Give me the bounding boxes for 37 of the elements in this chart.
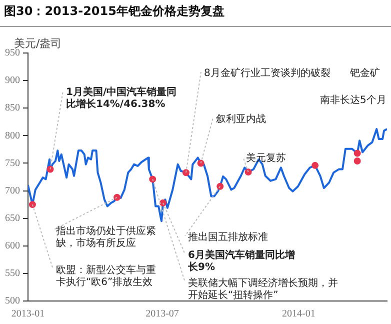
y-tick-label: 500	[5, 296, 20, 307]
annotation: 指出市场仍处于供应紧缺，市场有所反应	[55, 225, 156, 249]
point	[216, 182, 224, 190]
y-tick-label: 850	[5, 102, 20, 114]
annotation: 8月金矿行业工资谈判的破裂	[204, 67, 330, 79]
point	[149, 176, 156, 183]
x-tick-label: 2013-01	[11, 308, 45, 320]
point	[354, 158, 361, 165]
x-tick-label: 2014-01	[282, 308, 316, 320]
annotation: 美元复苏	[246, 152, 286, 164]
x-tick-label: 2013-07	[146, 308, 179, 320]
y-tick-label: 750	[5, 158, 20, 169]
point	[244, 168, 252, 176]
y-tick-label: 900	[5, 75, 20, 86]
annotation: 美联储大幅下调经济增长预期，并开始延长“扭转操作”	[188, 277, 338, 301]
point	[114, 194, 121, 201]
y-tick-label: 650	[5, 212, 20, 224]
point	[197, 160, 204, 167]
point	[312, 162, 319, 169]
y-tick-label: 950	[5, 48, 20, 59]
y-tick-label: 800	[5, 130, 20, 142]
y-axis-title: 美元/盎司	[14, 37, 62, 50]
y-tick-label: 700	[5, 185, 20, 196]
chart-title: 图30：2013-2015年钯金价格走势复盘	[0, 0, 391, 27]
point	[354, 150, 361, 157]
point	[28, 201, 36, 208]
annotation: 6月美国汽车销量同比增长9%	[187, 249, 295, 273]
y-tick-label: 550	[5, 268, 20, 280]
annotation: 1月美国/中国汽车销量同比增长14%/46.38%	[66, 86, 177, 110]
annotation: 钯金矿	[349, 67, 380, 79]
annotation: 叙利亚内战	[216, 113, 266, 125]
annotation: 南非长达5个月	[320, 94, 386, 106]
annotation: 推出国五排放标准	[188, 231, 268, 243]
point	[46, 166, 54, 173]
point	[182, 169, 190, 176]
y-tick-label: 600	[5, 240, 20, 252]
annotation: 欧盟：新型公交车与重卡执行“欧6”排放生效	[56, 264, 156, 288]
